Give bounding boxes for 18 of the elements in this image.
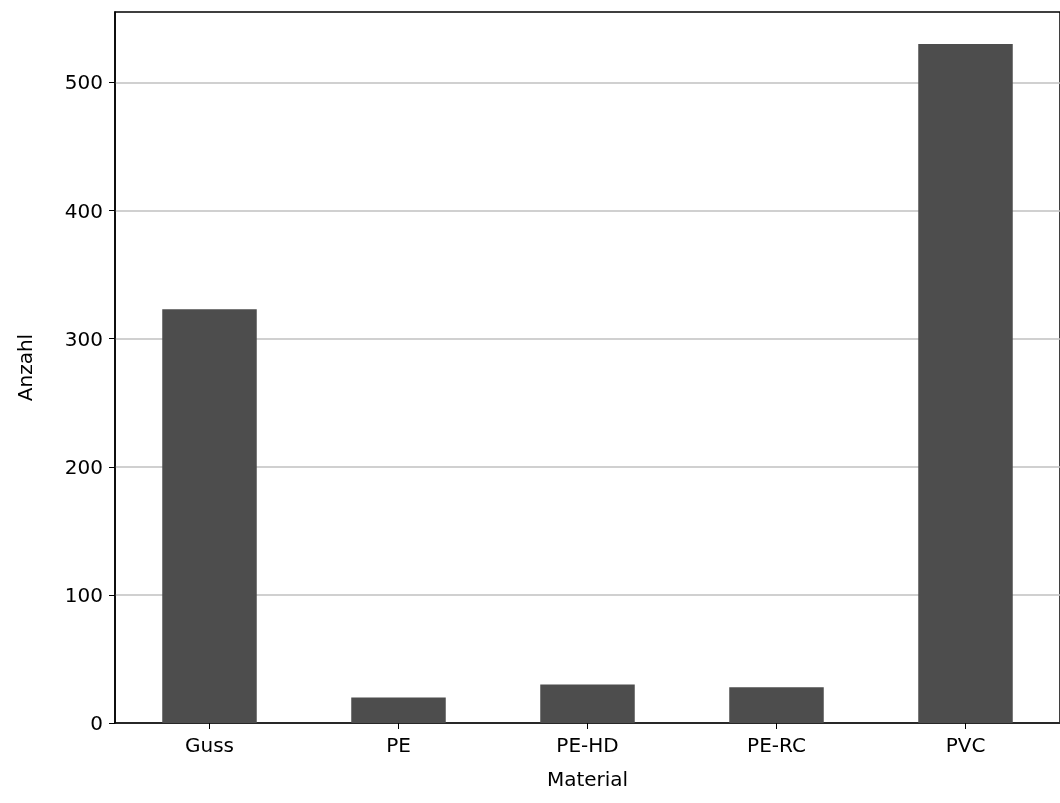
y-axis-title: Anzahl [13,333,37,402]
y-tick-label: 500 [64,70,103,95]
x-tick-label: PE-RC [747,733,806,757]
x-tick-label: Guss [184,733,235,757]
y-tick-label: 100 [64,582,103,607]
bar [162,309,257,723]
y-tick-label: 400 [64,198,103,223]
x-tick-label: PE-HD [556,733,619,757]
x-tick-label: PE [386,733,411,757]
y-tick-label: 0 [90,711,103,735]
x-tick-label: PVC [945,733,986,757]
y-tick-label: 300 [64,326,103,351]
x-axis-title: Material [546,767,629,791]
y-tick-label: 200 [64,454,103,479]
bar [351,697,446,723]
bar [540,684,635,723]
bar [918,44,1013,723]
bar [729,687,824,723]
